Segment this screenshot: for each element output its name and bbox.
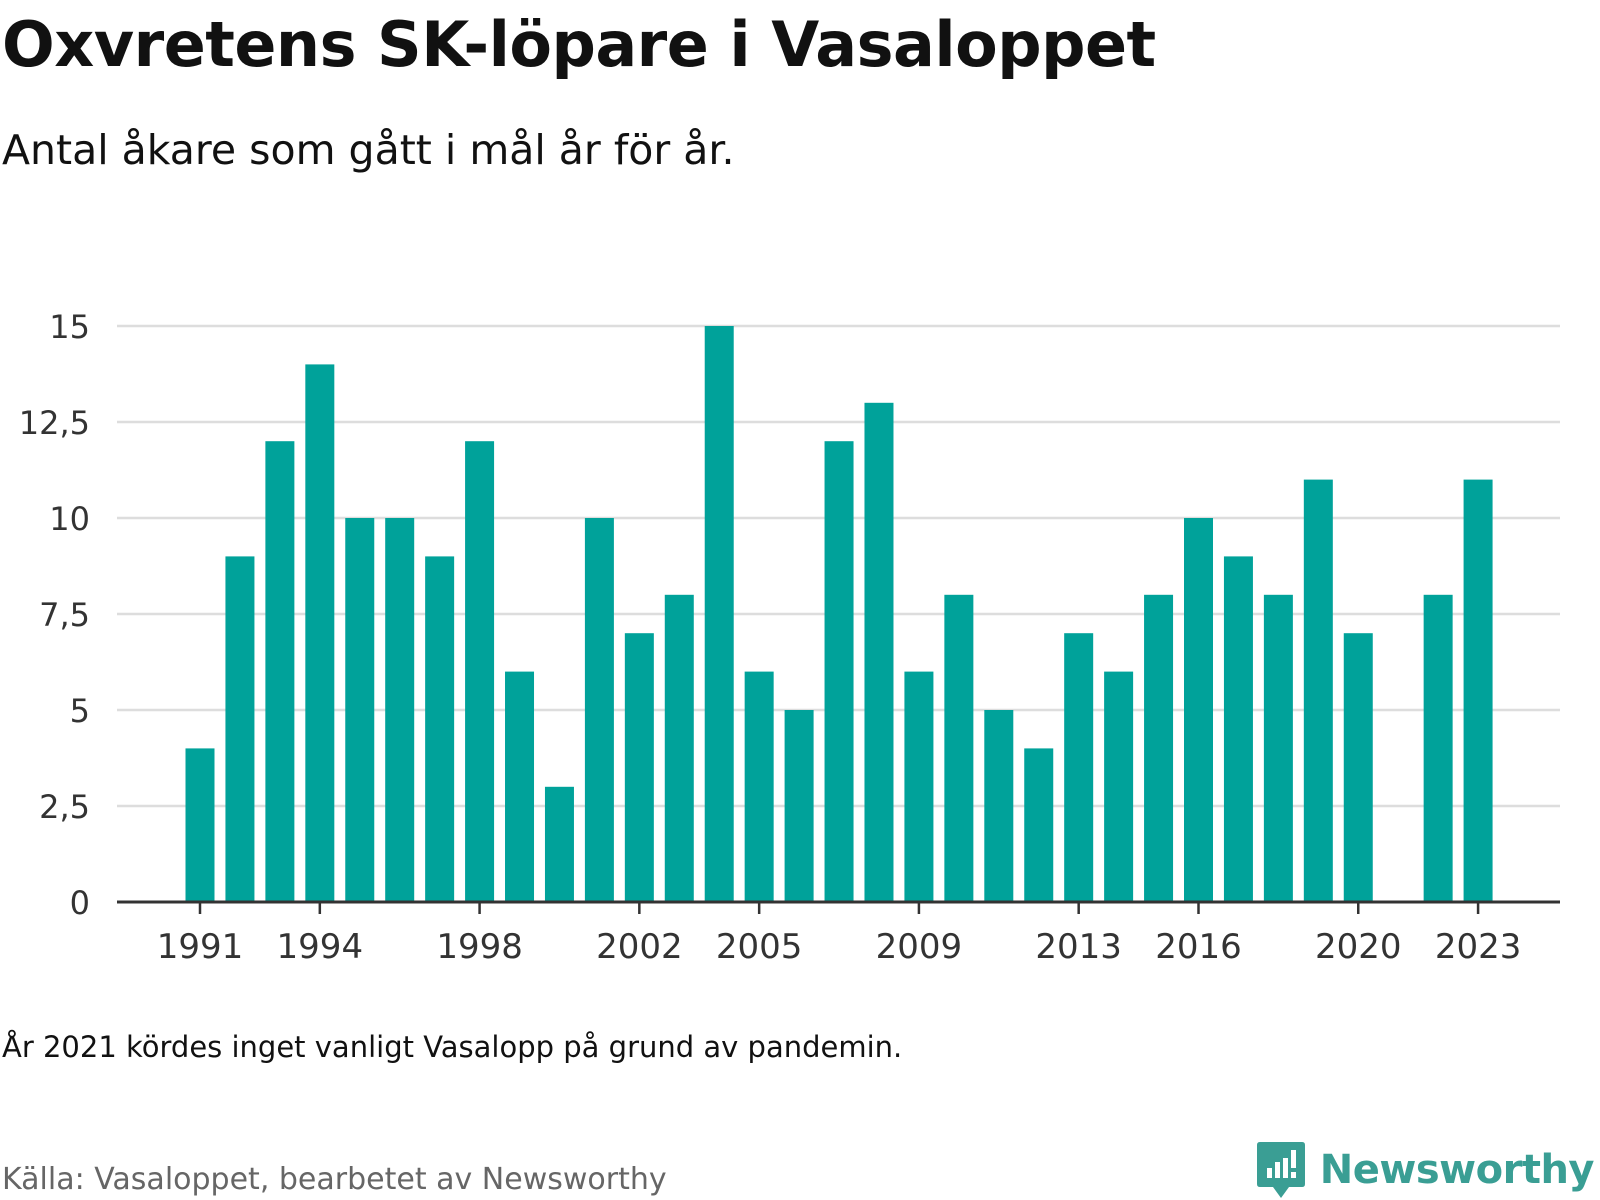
x-tick-label: 2013 [1035,927,1122,967]
x-tick-label: 2005 [716,927,803,967]
y-tick-label: 10 [49,500,90,538]
chart-subtitle: Antal åkare som gått i mål år för år. [2,126,735,174]
bar [1343,633,1373,902]
bar [1144,594,1174,902]
x-tick-label: 2023 [1435,927,1522,967]
y-tick-label: 15 [49,308,90,346]
y-tick-label: 12,5 [19,404,90,442]
bars [185,326,1493,902]
bar [1423,594,1453,902]
x-tick-label: 1991 [157,927,244,967]
y-tick-label: 0 [70,884,90,922]
bar [664,594,694,902]
bar [305,364,335,902]
bar [944,594,974,902]
bar-chart: 0 2,5 5 7,5 10 12,5 15 1991 1994 1998 2002 2005 200… [19,308,1560,967]
chart-title: Oxvretens SK-löpare i Vasaloppet [2,8,1156,81]
bar [704,326,734,902]
bar [784,710,814,902]
bar [1104,671,1134,902]
x-tick-label: 2009 [876,927,963,967]
y-tick-label: 5 [70,692,90,730]
bar [1463,479,1493,902]
bar [624,633,654,902]
y-tick-label: 2,5 [39,788,90,826]
bar [425,556,455,902]
chart-note: År 2021 kördes inget vanligt Vasalopp på… [2,1030,903,1064]
bar [984,710,1014,902]
bar [465,441,495,902]
bar [744,671,774,902]
bar [544,786,574,902]
bar [1184,518,1213,902]
x-tick-label: 2020 [1315,927,1402,967]
y-axis-tick-labels: 0 2,5 5 7,5 10 12,5 15 [19,308,90,922]
bar [1303,479,1333,902]
bar [265,441,295,902]
bar [385,518,415,902]
bar [1024,748,1054,902]
x-tick-label: 1994 [277,927,364,967]
x-tick-label: 1998 [436,927,523,967]
x-tick-label: 2002 [596,927,683,967]
newsworthy-logo-icon [1256,1142,1305,1198]
bar [505,671,535,902]
y-tick-label: 7,5 [39,596,90,634]
x-axis-ticks: 1991 1994 1998 2002 2005 2009 2013 2016 2020 2023 [157,902,1522,967]
bar [824,441,854,902]
bar [225,556,255,902]
bar [1064,633,1094,902]
bar [1223,556,1253,902]
x-tick-label: 2016 [1155,927,1242,967]
brand-name: Newsworthy [1319,1147,1595,1193]
source-credit: Källa: Vasaloppet, bearbetet av Newswort… [2,1162,667,1197]
bar [904,671,934,902]
bar [864,402,894,902]
bar [1263,594,1293,902]
bar [185,748,215,902]
bar [584,518,614,902]
brand-logo: Newsworthy [1256,1140,1595,1200]
bar [345,518,375,902]
